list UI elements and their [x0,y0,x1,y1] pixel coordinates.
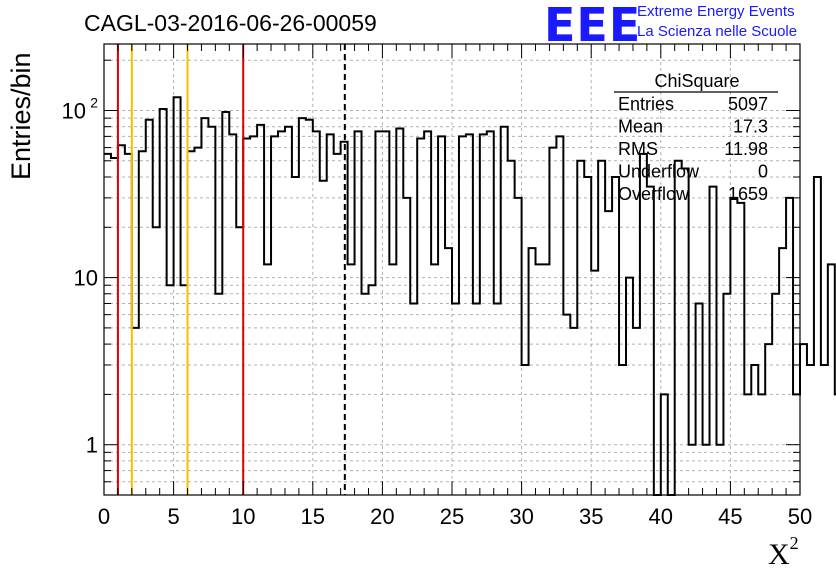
x-tick-label: 10 [231,504,255,529]
stats-box-title: ChiSquare [654,71,739,91]
stats-row-value: 1659 [728,184,768,204]
x-axis-label: X2 [768,533,799,572]
stats-row-label: Overflow [618,184,690,204]
histogram-series [104,96,836,496]
reference-lines [116,44,346,495]
stats-row-label: RMS [618,139,658,159]
x-tick-label: 0 [98,504,110,529]
eee-logo: EEE [544,0,642,52]
y-axis-label: Entries/bin [6,52,36,180]
grid-lines [104,44,800,495]
stats-row-value: 0 [758,162,768,182]
x-tick-label: 45 [718,504,742,529]
stats-row-value: 17.3 [733,117,768,137]
x-tick-label: 40 [649,504,673,529]
y-tick-label: 10 [62,98,86,123]
run-title: CAGL-03-2016-06-26-00059 [84,10,377,36]
x-axis-label-superscript: 2 [789,533,799,553]
x-tick-label: 15 [301,504,325,529]
x-tick-label: 30 [509,504,533,529]
stats-box: ChiSquare Entries 5097 Mean 17.3 RMS 11.98 Unde… [614,71,778,204]
x-axis-label-base: X [768,538,790,571]
stats-row-label: Mean [618,117,663,137]
x-tick-label: 5 [167,504,179,529]
logo-line-1: Extreme Energy Events [637,3,795,20]
x-tick-label: 50 [788,504,812,529]
x-tick-label: 20 [370,504,394,529]
y-tick-label-exponent: 2 [90,94,98,110]
stats-row-label: Underflow [618,162,700,182]
x-tick-label: 25 [440,504,464,529]
histogram-outline [104,96,836,496]
stats-row-value: 5097 [728,94,768,114]
y-tick-label: 10 [74,266,98,291]
y-tick-label: 1 [86,433,98,458]
stats-row-value: 11.98 [724,139,768,159]
x-tick-label: 35 [579,504,603,529]
stats-row-label: Entries [618,94,674,114]
logo-line-2: La Scienza nelle Scuole [637,23,798,40]
